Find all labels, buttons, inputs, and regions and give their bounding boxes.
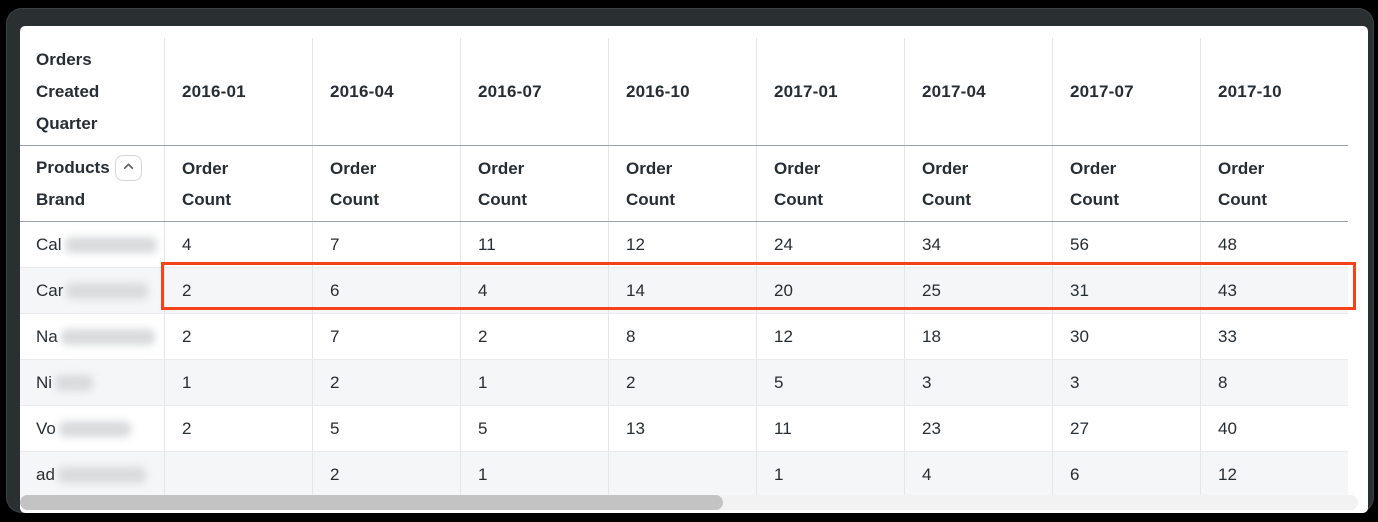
measure-header: Order Count: [164, 146, 312, 221]
quarter-header: 2017-04: [904, 38, 1052, 145]
cell-value[interactable]: 5: [312, 406, 460, 451]
row-dimension-label-line2: Brand: [36, 189, 86, 209]
quarter-header: 2017-10: [1200, 38, 1348, 145]
cell-value[interactable]: 8: [1200, 360, 1348, 405]
cell-value[interactable]: 40: [1200, 406, 1348, 451]
row-label[interactable]: Na: [20, 314, 164, 359]
corner-header-label: Orders Created Quarter: [36, 49, 100, 133]
quarter-header: 2016-07: [460, 38, 608, 145]
pivot-table: Orders Created Quarter 2016-01 2016-04 2…: [20, 38, 1348, 498]
row-dimension-label-line1: Products: [36, 157, 110, 177]
cell-value[interactable]: 6: [312, 268, 460, 313]
cell-value[interactable]: 34: [904, 222, 1052, 267]
corner-header-cell: Orders Created Quarter: [20, 38, 164, 145]
table-row: Na 2 7 2 8 12 18 30 33: [20, 314, 1348, 360]
table-row: Cal 4 7 11 12 24 34 56 48: [20, 222, 1348, 268]
cell-value[interactable]: 48: [1200, 222, 1348, 267]
row-dimension-header-cell: Products Brand: [20, 146, 164, 221]
horizontal-scrollbar-track[interactable]: [20, 495, 1358, 510]
cell-value[interactable]: 1: [756, 452, 904, 497]
cell-value[interactable]: 12: [608, 222, 756, 267]
cell-value[interactable]: 30: [1052, 314, 1200, 359]
cell-value[interactable]: 13: [608, 406, 756, 451]
cell-value[interactable]: 4: [460, 268, 608, 313]
cell-value[interactable]: 2: [608, 360, 756, 405]
redacted-label-blur: [64, 236, 157, 253]
measure-header: Order Count: [460, 146, 608, 221]
row-label[interactable]: ad: [20, 452, 164, 497]
cell-value[interactable]: 25: [904, 268, 1052, 313]
cell-value[interactable]: 11: [756, 406, 904, 451]
cell-value[interactable]: 5: [756, 360, 904, 405]
redacted-label-blur: [66, 282, 149, 299]
cell-value[interactable]: 1: [460, 360, 608, 405]
cell-value[interactable]: 33: [1200, 314, 1348, 359]
cell-value[interactable]: 24: [756, 222, 904, 267]
cell-value[interactable]: 4: [904, 452, 1052, 497]
table-row: Ni 1 2 1 2 5 3 3 8: [20, 360, 1348, 406]
cell-value[interactable]: 1: [460, 452, 608, 497]
measure-header: Order Count: [1200, 146, 1348, 221]
cell-value[interactable]: 2: [164, 314, 312, 359]
redacted-label-blur: [60, 328, 155, 345]
pivot-table-panel: Orders Created Quarter 2016-01 2016-04 2…: [20, 26, 1368, 513]
cell-value[interactable]: 12: [756, 314, 904, 359]
sort-button[interactable]: [114, 154, 142, 181]
cell-value[interactable]: 1: [164, 360, 312, 405]
cell-value[interactable]: 2: [164, 268, 312, 313]
table-row: ad 2 1 1 4 6 12: [20, 452, 1348, 498]
cell-value[interactable]: 31: [1052, 268, 1200, 313]
measure-header: Order Count: [756, 146, 904, 221]
cell-value[interactable]: 56: [1052, 222, 1200, 267]
chevron-up-icon: [122, 160, 135, 176]
cell-value[interactable]: 43: [1200, 268, 1348, 313]
cell-value[interactable]: 11: [460, 222, 608, 267]
redacted-label-blur: [57, 466, 146, 483]
cell-value[interactable]: 4: [164, 222, 312, 267]
quarter-header: 2016-04: [312, 38, 460, 145]
cell-value[interactable]: 12: [1200, 452, 1348, 497]
cell-value[interactable]: [608, 452, 756, 497]
cell-value[interactable]: 2: [164, 406, 312, 451]
cell-value[interactable]: 3: [904, 360, 1052, 405]
table-row-highlighted: Car 2 6 4 14 20 25 31 43: [20, 268, 1348, 314]
cell-value[interactable]: 23: [904, 406, 1052, 451]
row-label[interactable]: Car: [20, 268, 164, 313]
cell-value[interactable]: 27: [1052, 406, 1200, 451]
cell-value[interactable]: 8: [608, 314, 756, 359]
row-label[interactable]: Ni: [20, 360, 164, 405]
cell-value[interactable]: 5: [460, 406, 608, 451]
quarter-header: 2016-10: [608, 38, 756, 145]
cell-value[interactable]: 2: [312, 360, 460, 405]
measure-header-row: Products Brand Order Count Order Count O…: [20, 146, 1348, 222]
cell-value[interactable]: 2: [312, 452, 460, 497]
quarter-header: 2017-01: [756, 38, 904, 145]
cell-value[interactable]: 7: [312, 222, 460, 267]
quarter-header: 2017-07: [1052, 38, 1200, 145]
redacted-label-blur: [58, 420, 131, 437]
cell-value[interactable]: 18: [904, 314, 1052, 359]
horizontal-scrollbar-thumb[interactable]: [20, 495, 723, 510]
measure-header: Order Count: [1052, 146, 1200, 221]
measure-header: Order Count: [608, 146, 756, 221]
cell-value[interactable]: 20: [756, 268, 904, 313]
window-frame: Orders Created Quarter 2016-01 2016-04 2…: [6, 8, 1374, 513]
measure-header: Order Count: [312, 146, 460, 221]
cell-value[interactable]: 6: [1052, 452, 1200, 497]
redacted-label-blur: [55, 374, 94, 391]
row-label[interactable]: Vo: [20, 406, 164, 451]
measure-header: Order Count: [904, 146, 1052, 221]
cell-value[interactable]: [164, 452, 312, 497]
table-row: Vo 2 5 5 13 11 23 27 40: [20, 406, 1348, 452]
cell-value[interactable]: 2: [460, 314, 608, 359]
cell-value[interactable]: 7: [312, 314, 460, 359]
quarter-header: 2016-01: [164, 38, 312, 145]
row-label[interactable]: Cal: [20, 222, 164, 267]
column-header-row: Orders Created Quarter 2016-01 2016-04 2…: [20, 38, 1348, 146]
cell-value[interactable]: 3: [1052, 360, 1200, 405]
cell-value[interactable]: 14: [608, 268, 756, 313]
